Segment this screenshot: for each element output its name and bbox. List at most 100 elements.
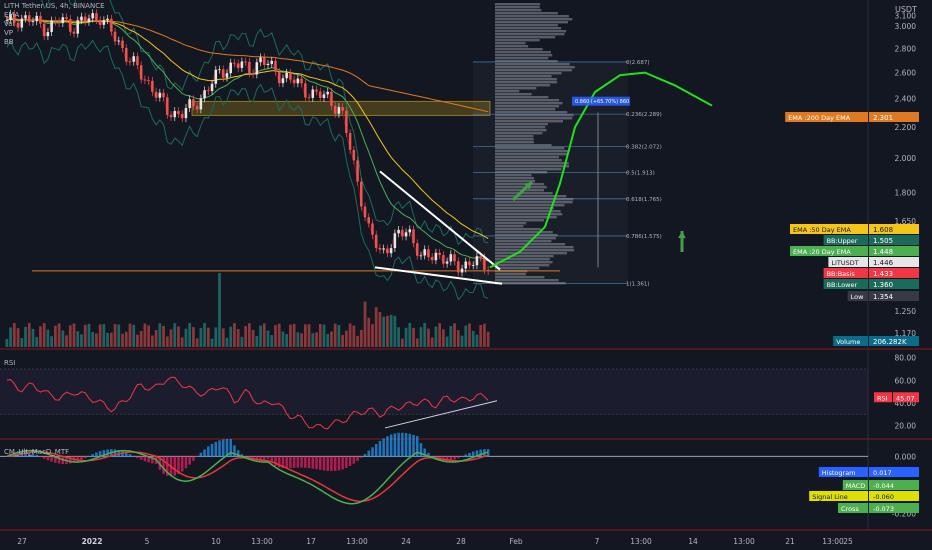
candle[interactable] [50,20,53,33]
candle[interactable] [13,13,16,23]
bb-upper-line[interactable] [7,0,489,246]
candle[interactable] [117,40,121,42]
wedge-lower-line[interactable] [374,266,503,285]
symbol-title[interactable]: LITH Tether US, 4h, BINANCE [4,2,105,10]
macd-label-name-box[interactable] [809,491,868,501]
candle[interactable] [27,15,31,22]
candle[interactable] [218,69,221,71]
candle[interactable] [207,90,210,92]
candle[interactable] [457,261,460,273]
macd-label-value-box[interactable] [869,491,919,501]
candle[interactable] [322,94,326,98]
candle[interactable] [5,19,9,21]
candle[interactable] [98,20,102,25]
price-label-value-box[interactable] [869,224,919,234]
candle[interactable] [412,229,415,244]
candle[interactable] [229,62,232,74]
candle[interactable] [483,257,486,270]
rsi-line[interactable] [6,376,489,430]
candle[interactable] [445,261,449,264]
candle[interactable] [259,57,262,63]
wedge-upper-line[interactable] [379,170,501,271]
candle[interactable] [438,252,441,255]
candle[interactable] [121,40,124,49]
candle[interactable] [162,92,165,98]
candle[interactable] [199,98,203,110]
candle[interactable] [401,229,404,237]
price-label-name-box[interactable] [823,268,868,278]
candle[interactable] [240,61,244,68]
candle[interactable] [315,89,318,92]
candle[interactable] [124,48,128,62]
candle[interactable] [225,73,229,78]
candle[interactable] [292,79,296,84]
candle[interactable] [42,23,46,37]
time-axis[interactable]: 27 2022 5 10 13:00 17 13:00 24 28 Feb 7 13:00 14 13:0… [17,537,853,546]
rsi-name-box[interactable] [874,392,892,403]
bb-lower-line[interactable] [6,39,489,301]
price-label-value-box[interactable] [869,235,919,245]
candle[interactable] [80,16,83,21]
candle[interactable] [169,114,173,118]
candle[interactable] [356,160,359,182]
candle[interactable] [95,13,98,21]
macd-label-value-box[interactable] [869,467,919,477]
price-label-value-box[interactable] [869,257,919,267]
candle[interactable] [460,268,464,273]
price-label-value-box[interactable] [869,336,919,346]
candle[interactable] [371,223,374,235]
candle[interactable] [221,69,225,78]
candle[interactable] [486,269,490,272]
candle[interactable] [468,261,471,266]
price-pane[interactable]: 0(2.687) 0.236(2.289) 0.382(2.072) 0.5(1.91… [5,0,713,347]
ema-200-line[interactable] [6,17,489,113]
candle[interactable] [244,61,247,63]
candle[interactable] [475,256,479,266]
rsi-value-box[interactable] [893,392,919,403]
candle[interactable] [255,62,259,75]
candle[interactable] [386,248,389,254]
candle[interactable] [128,61,132,63]
candle[interactable] [177,111,180,114]
candle[interactable] [442,254,445,264]
candle[interactable] [415,243,419,256]
candle[interactable] [374,234,378,248]
candle[interactable] [289,72,292,80]
candle[interactable] [333,105,337,114]
candle[interactable] [404,232,408,237]
candle[interactable] [214,69,218,84]
candle[interactable] [348,133,352,150]
price-label-name-box[interactable] [833,336,868,346]
candle[interactable] [423,249,426,256]
candle[interactable] [248,61,251,74]
candle[interactable] [35,15,38,22]
candle[interactable] [76,20,80,34]
candle[interactable] [132,56,135,62]
candle[interactable] [87,18,91,22]
candle[interactable] [300,78,303,84]
candle[interactable] [360,181,363,207]
price-label-name-box[interactable] [790,224,868,234]
price-label-value-box[interactable] [869,246,919,256]
measure-label-box[interactable] [572,96,630,106]
candle[interactable] [158,92,162,98]
indicator-vol[interactable]: Vol [4,20,15,28]
indicator-bb[interactable]: BB [4,38,14,46]
indicator-vp[interactable]: VP [4,29,14,37]
candle[interactable] [57,21,61,24]
macd-label-name-box[interactable] [838,503,868,513]
candle[interactable] [173,111,177,118]
rsi-pane[interactable]: 80.00 60.00 40.00 20.00 RSI 45.07 [0,354,919,431]
candle[interactable] [397,229,400,234]
candle[interactable] [210,83,214,92]
candle[interactable] [304,83,307,98]
candle[interactable] [408,229,412,233]
candle[interactable] [274,60,277,72]
candle[interactable] [72,31,76,34]
ema-50-line[interactable] [6,19,489,240]
candle[interactable] [367,217,371,224]
projection-curve[interactable] [489,71,713,269]
candle[interactable] [110,18,113,32]
price-axis[interactable]: 3.100 3.000 2.800 2.600 2.400 2.200 2.000 1.800… [785,11,919,346]
candle[interactable] [352,149,356,161]
